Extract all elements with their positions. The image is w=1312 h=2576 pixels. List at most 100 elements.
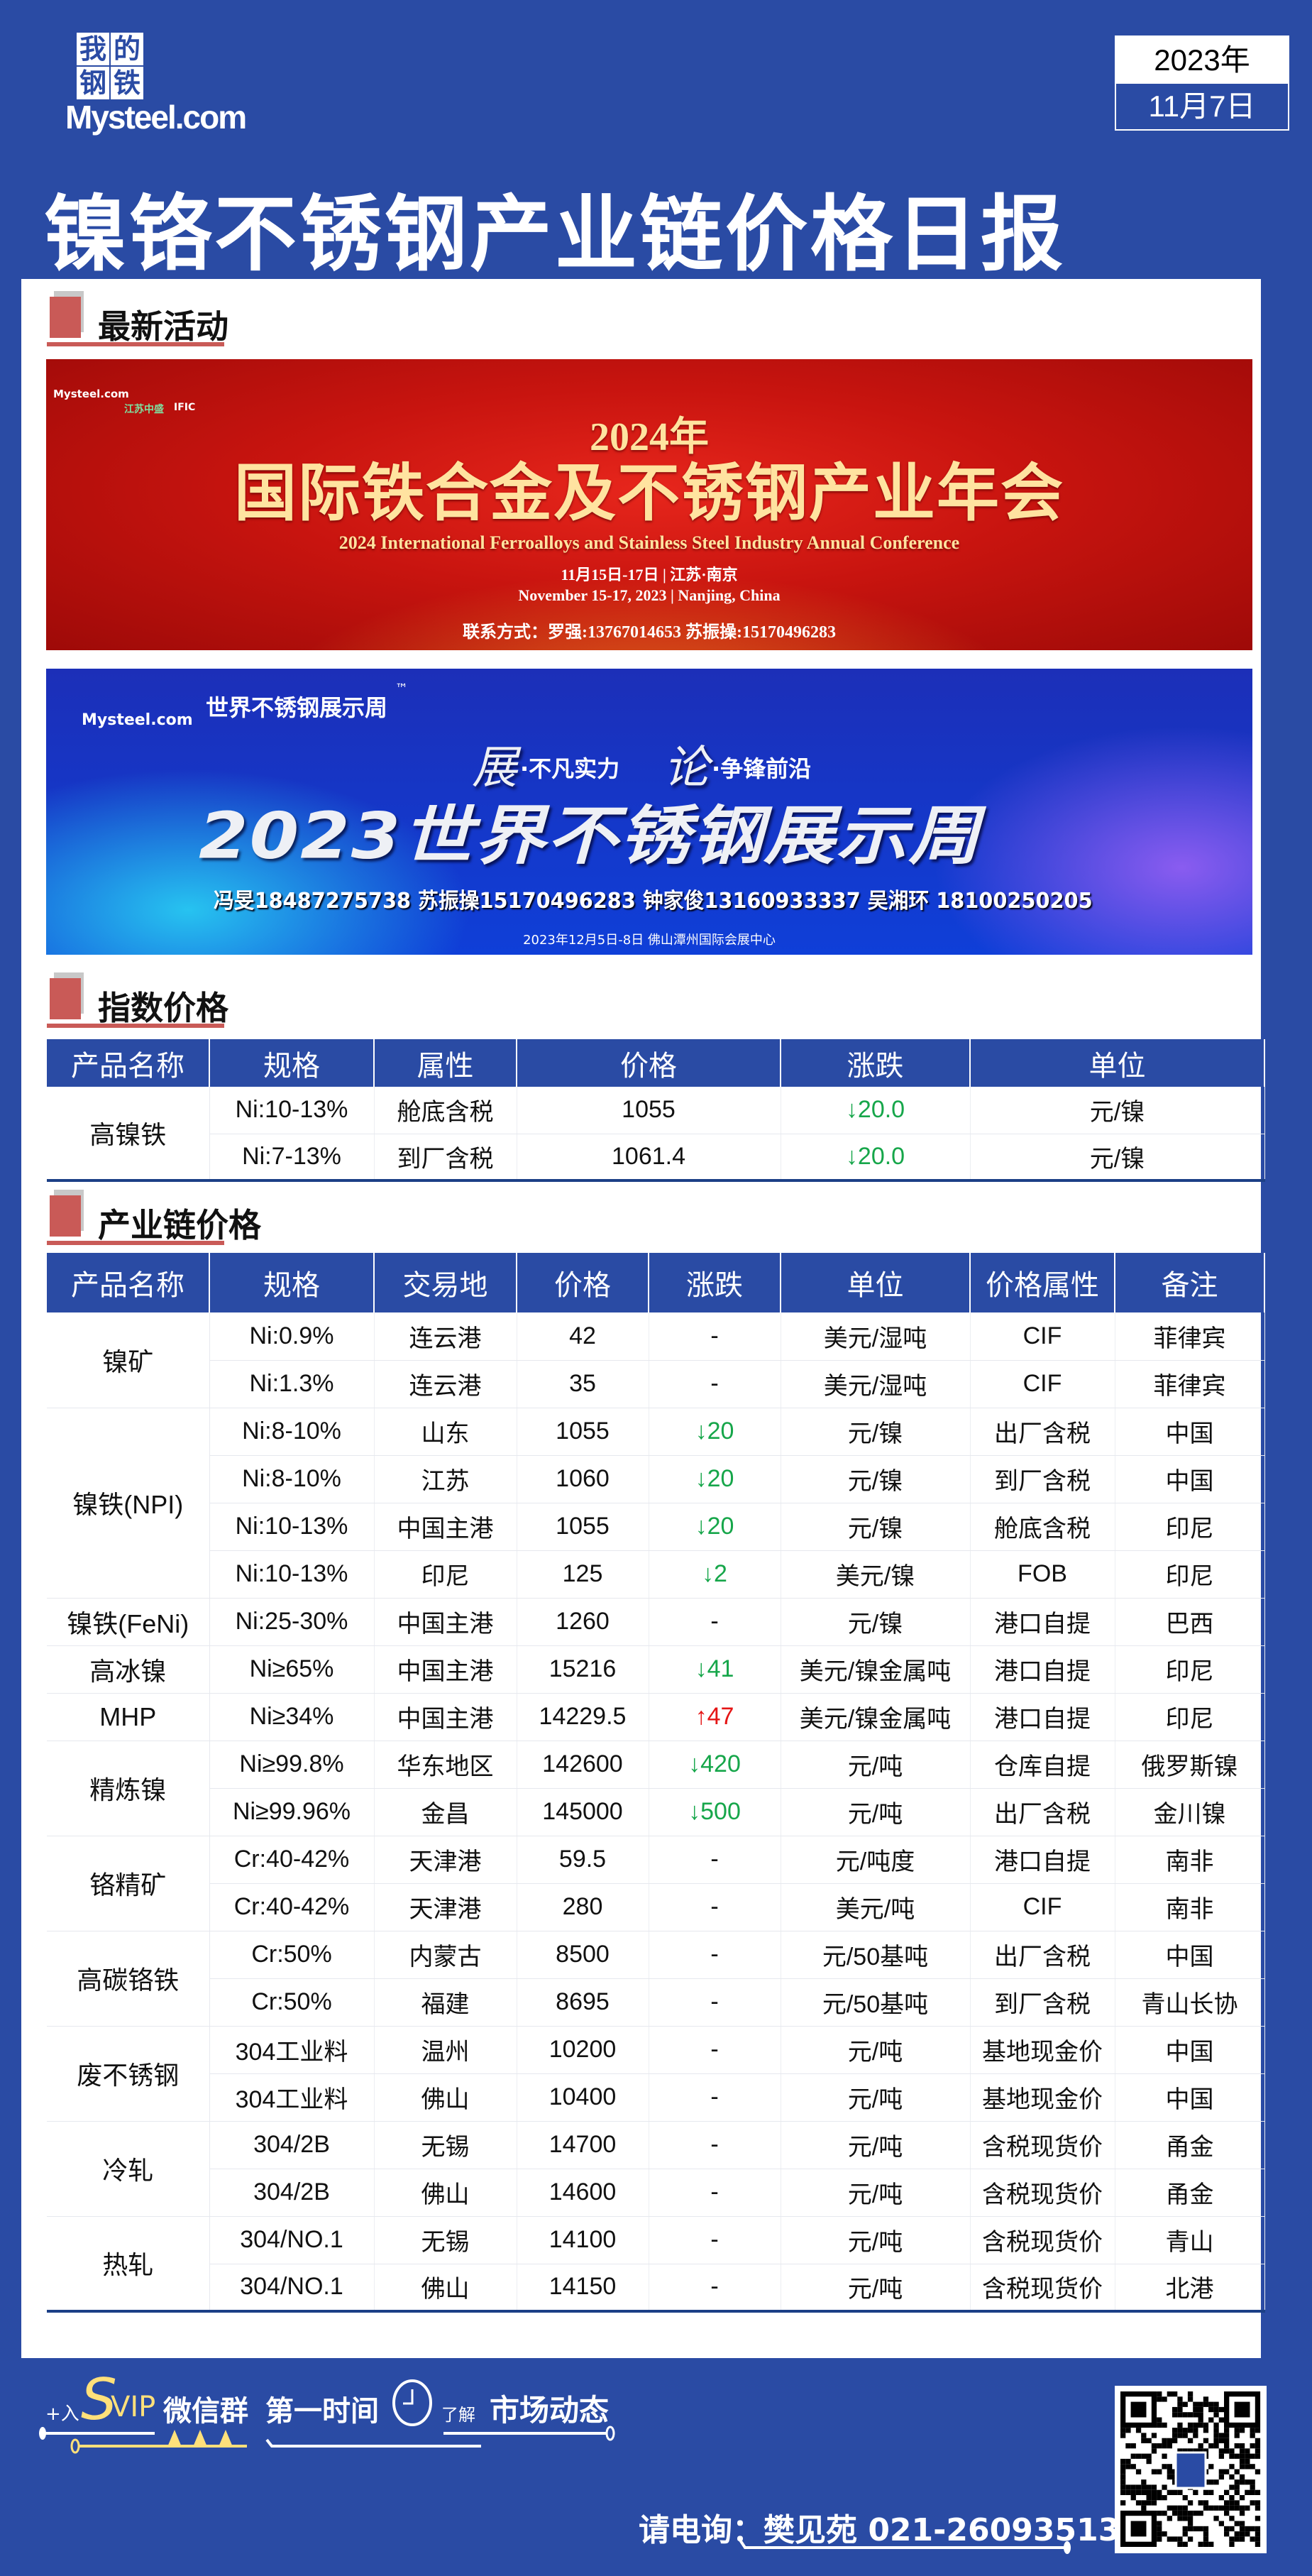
change-cell: - xyxy=(649,1978,781,2027)
unit-cell: 元/镍 xyxy=(781,1598,971,1646)
spec-cell: Ni:10-13% xyxy=(209,1550,375,1599)
unit-cell: 元/镍 xyxy=(781,1455,971,1503)
price-cell: 14100 xyxy=(517,2216,649,2264)
column-header: 交易地 xyxy=(374,1253,517,1312)
location-cell: 无锡 xyxy=(374,2216,517,2264)
qr-code[interactable] xyxy=(1115,2386,1267,2553)
location-cell: 佛山 xyxy=(374,2264,517,2312)
price-attribute-cell: 出厂含税 xyxy=(970,1408,1115,1456)
price-cell: 125 xyxy=(517,1550,649,1599)
table-row: Ni:10-13% 印尼 125 ↓2 美元/镍 FOB 印尼 xyxy=(47,1550,1265,1599)
price-cell: 1055 xyxy=(517,1408,649,1456)
change-cell: ↓20 xyxy=(649,1408,781,1456)
price-attribute-cell: FOB xyxy=(970,1550,1115,1599)
section-underline xyxy=(47,1024,224,1028)
spec-cell: Cr:40-42% xyxy=(209,1836,375,1884)
note-cell: 印尼 xyxy=(1115,1645,1265,1694)
change-cell: - xyxy=(649,2216,781,2264)
table-row: 镍矿 Ni:0.9% 连云港 42- 美元/湿吨 CIF 菲律宾 xyxy=(47,1312,1265,1408)
banner-contacts: 冯旻18487275738 苏振操15170496283 钟家俊13160933… xyxy=(214,889,1093,914)
price-cell: 59.5 xyxy=(517,1836,649,1884)
spec-cell: Ni:25-30% xyxy=(209,1598,375,1646)
unit-cell: 元/吨 xyxy=(781,2121,971,2169)
banner-date-en: November 15-17, 2023 | Nanjing, China xyxy=(518,586,781,604)
unit-cell: 美元/镍金属吨 xyxy=(781,1645,971,1694)
section-mark xyxy=(50,297,81,338)
price-cell: 8500 xyxy=(517,1931,649,1979)
spec-cell: 304工业料 xyxy=(209,2026,375,2074)
location-cell: 中国主港 xyxy=(374,1645,517,1694)
price-attribute-cell: 基地现金价 xyxy=(970,2073,1115,2122)
unit-cell: 元/50基吨 xyxy=(781,1978,971,2027)
footer-wechat: 微信群 xyxy=(163,2395,248,2428)
date-box: 2023年 11月7日 xyxy=(1115,35,1289,131)
price-cell: 8695 xyxy=(517,1978,649,2027)
expo-banner[interactable]: Mysteel.com 世界不锈钢展示周 ™ 展 ·不凡实力 论 ·争锋前沿 2… xyxy=(46,669,1252,955)
spec-cell: 304/2B xyxy=(209,2121,375,2169)
table-header-row: 产品名称 规格 交易地 价格 涨跌 单位 价格属性 备注 xyxy=(47,1253,1265,1312)
change-cell: ↓41 xyxy=(649,1645,781,1694)
price-attribute-cell: 含税现货价 xyxy=(970,2169,1115,2217)
change-cell: ↓20.0 xyxy=(781,1134,971,1181)
location-cell: 华东地区 xyxy=(374,1741,517,1789)
logo-char: 钢 xyxy=(77,67,109,99)
spec-cell: Ni≥99.96% xyxy=(209,1788,375,1836)
column-header: 单位 xyxy=(970,1039,1265,1087)
change-cell: ↓500 xyxy=(649,1788,781,1836)
change-cell: - xyxy=(649,1312,781,1361)
unit-cell: 元/镍 xyxy=(970,1087,1265,1134)
section-title: 指数价格 xyxy=(98,989,228,1027)
note-cell: 青山 xyxy=(1115,2216,1265,2264)
table-row: Ni:7-13% 到厂含税 1061.4 ↓20.0 元/镍 xyxy=(47,1134,1265,1181)
clock-icon xyxy=(392,2379,432,2426)
unit-cell: 元/吨 xyxy=(781,1788,971,1836)
change-cell: - xyxy=(649,1931,781,1979)
note-cell: 菲律宾 xyxy=(1115,1312,1265,1361)
note-cell: 中国 xyxy=(1115,1408,1265,1456)
banner-date-cn: 11月15日-17日 | 江苏·南京 xyxy=(561,566,738,583)
section-header-chain-price: 产业链价格 xyxy=(47,1190,261,1246)
unit-cell: 元/镍 xyxy=(781,1503,971,1551)
footer-contact: 请电询：樊见苑 021-26093513 xyxy=(639,2512,1120,2548)
price-cell: 35 xyxy=(517,1360,649,1408)
attribute-cell: 舱底含税 xyxy=(374,1087,517,1134)
unit-cell: 元/镍 xyxy=(781,1408,971,1456)
table-row: 冷轧 304/2B 无锡 14700- 元/吨 含税现货价 甬金 xyxy=(47,2121,1265,2217)
product-cell: 精炼镍 xyxy=(47,1741,210,1836)
price-attribute-cell: CIF xyxy=(970,1883,1115,1931)
price-attribute-cell: 含税现货价 xyxy=(970,2264,1115,2312)
conference-banner[interactable]: Mysteel.com 江苏中盛 IFIC 2024年 国际铁合金及不锈钢产业年… xyxy=(46,359,1252,650)
table-row: 精炼镍 Ni≥99.8% 华东地区 142600 ↓420 元/吨 仓库自提 俄罗斯镍 xyxy=(47,1741,1265,1836)
column-header: 涨跌 xyxy=(781,1039,971,1087)
section-mark xyxy=(50,978,81,1019)
spec-cell: 304/NO.1 xyxy=(209,2264,375,2312)
location-cell: 天津港 xyxy=(374,1883,517,1931)
note-cell: 南非 xyxy=(1115,1883,1265,1931)
product-cell: 废不锈钢 xyxy=(47,2026,210,2122)
note-cell: 中国 xyxy=(1115,1455,1265,1503)
location-cell: 中国主港 xyxy=(374,1598,517,1646)
location-cell: 山东 xyxy=(374,1408,517,1456)
price-attribute-cell: 到厂含税 xyxy=(970,1978,1115,2027)
change-cell: ↓2 xyxy=(649,1550,781,1599)
spec-cell: 304/2B xyxy=(209,2169,375,2217)
table-row: 热轧 304/NO.1 无锡 14100- 元/吨 含税现货价 青山 xyxy=(47,2216,1265,2312)
price-attribute-cell: 港口自提 xyxy=(970,1836,1115,1884)
change-cell: - xyxy=(649,1360,781,1408)
unit-cell: 美元/湿吨 xyxy=(781,1360,971,1408)
unit-cell: 美元/镍 xyxy=(781,1550,971,1599)
table-row: 304工业料 佛山 10400- 元/吨 基地现金价 中国 xyxy=(47,2073,1265,2122)
table-row: 高冰镍 Ni≥65% 中国主港 15216 ↓41 美元/镍金属吨 港口自提 印尼 xyxy=(47,1645,1265,1694)
price-cell: 142600 xyxy=(517,1741,649,1789)
spec-cell: Ni:7-13% xyxy=(209,1134,375,1181)
column-header: 产品名称 xyxy=(47,1253,210,1312)
change-cell: ↓20 xyxy=(649,1503,781,1551)
price-attribute-cell: 出厂含税 xyxy=(970,1788,1115,1836)
unit-cell: 元/吨 xyxy=(781,2264,971,2312)
location-cell: 江苏 xyxy=(374,1455,517,1503)
price-cell: 280 xyxy=(517,1883,649,1931)
price-cell: 15216 xyxy=(517,1645,649,1694)
unit-cell: 元/吨 xyxy=(781,2216,971,2264)
spec-cell: Ni≥99.8% xyxy=(209,1741,375,1789)
slogan-big-char: 论 xyxy=(663,742,709,794)
